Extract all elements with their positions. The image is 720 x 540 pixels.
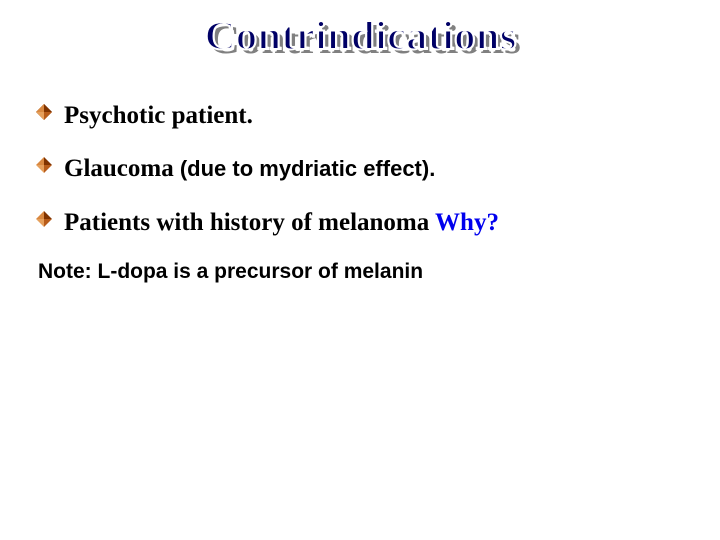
list-item: Glaucoma (due to mydriatic effect). xyxy=(36,153,684,184)
bullet-icon xyxy=(36,211,54,227)
slide-title-wrap: Contrindications Contrindications xyxy=(0,0,720,80)
b-right xyxy=(44,112,52,120)
bullet-icon xyxy=(36,157,54,173)
item-text: Psychotic patient. xyxy=(64,100,253,131)
item-text: Glaucoma (due to mydriatic effect). xyxy=(64,153,435,184)
b-bottom xyxy=(36,112,44,120)
item-bold: Patients with history of melanoma xyxy=(64,209,435,236)
note-text: Note: L-dopa is a precursor of melanin xyxy=(38,260,684,284)
content-area: Psychotic patient. Glaucoma (due to mydr… xyxy=(0,80,720,284)
bullet-icon xyxy=(36,104,54,120)
slide-title: Contrindications Contrindications xyxy=(204,12,516,59)
item-plain: (due to mydriatic effect). xyxy=(174,156,436,181)
list-item: Patients with history of melanoma Why? xyxy=(36,207,684,238)
item-bold: Psychotic patient. xyxy=(64,102,253,129)
why-text: Why? xyxy=(435,209,499,236)
b-left xyxy=(36,104,44,112)
item-bold: Glaucoma xyxy=(64,155,174,182)
b-top xyxy=(44,104,52,112)
list-item: Psychotic patient. xyxy=(36,100,684,131)
item-text: Patients with history of melanoma Why? xyxy=(64,207,499,238)
slide-title-front: Contrindications xyxy=(204,13,516,58)
